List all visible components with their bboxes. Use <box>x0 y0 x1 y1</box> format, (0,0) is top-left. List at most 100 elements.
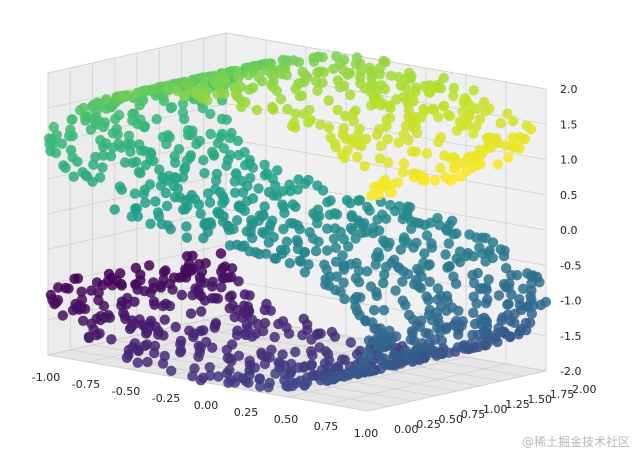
data-point <box>372 332 383 343</box>
data-point <box>306 334 317 345</box>
data-point <box>231 215 243 226</box>
data-point <box>229 176 240 187</box>
x-axis-ticks: -1.00 -0.75 -0.50 -0.25 0.00 0.25 0.50 0.75 1.00 <box>32 371 378 440</box>
data-point <box>443 238 454 249</box>
y-tick-label: 0.25 <box>416 418 441 431</box>
data-point <box>170 157 181 168</box>
data-point <box>236 101 247 113</box>
data-point <box>116 91 128 103</box>
data-point <box>380 261 392 273</box>
data-point <box>237 187 249 198</box>
x-tick-label: 0.00 <box>194 399 219 412</box>
data-point <box>218 143 230 154</box>
gridline-y-floor <box>47 354 369 412</box>
data-point <box>153 211 165 222</box>
data-point <box>386 187 397 198</box>
data-point <box>178 204 189 215</box>
gridline-z-left <box>47 314 227 356</box>
data-point <box>175 347 186 358</box>
data-point <box>43 133 55 144</box>
data-point <box>207 342 218 353</box>
data-point <box>86 285 97 296</box>
z-tick-label: 0.0 <box>560 224 578 237</box>
data-point <box>283 381 294 392</box>
data-point <box>78 102 89 114</box>
data-point <box>233 350 245 361</box>
data-point <box>67 152 78 163</box>
data-point <box>223 377 234 388</box>
data-point <box>480 256 491 267</box>
data-point <box>388 349 400 360</box>
data-point <box>374 153 386 164</box>
data-point <box>343 241 354 252</box>
data-point <box>87 176 98 187</box>
data-point <box>419 219 430 231</box>
data-point <box>386 70 397 82</box>
data-point <box>467 269 478 281</box>
data-point <box>317 52 328 63</box>
data-point <box>303 259 314 270</box>
data-point <box>69 273 80 284</box>
data-point <box>320 279 331 290</box>
data-point <box>422 260 434 271</box>
data-point <box>56 138 68 149</box>
data-point <box>432 322 443 333</box>
data-point <box>177 98 189 110</box>
data-point <box>256 76 268 87</box>
data-point <box>220 76 231 88</box>
data-point <box>298 247 310 258</box>
z-tick-label: 1.5 <box>560 118 578 131</box>
data-point <box>397 276 408 287</box>
data-point <box>150 196 161 207</box>
data-point <box>191 138 202 150</box>
data-point <box>259 358 271 370</box>
data-point <box>281 236 292 247</box>
data-point <box>322 245 333 256</box>
data-point <box>317 185 329 196</box>
data-point <box>68 171 79 182</box>
x-tick-label: 0.75 <box>314 420 339 433</box>
data-point <box>383 157 394 168</box>
y-axis-ticks: 0.000.250.500.751.001.251.501.752.00 <box>394 383 597 436</box>
data-point <box>224 303 235 314</box>
data-point <box>467 329 478 341</box>
data-point <box>452 342 464 353</box>
data-point <box>188 331 199 343</box>
data-point <box>429 175 440 186</box>
data-point <box>121 352 133 363</box>
data-point <box>221 160 232 171</box>
data-point <box>493 290 505 301</box>
data-point <box>151 114 162 125</box>
data-point <box>78 315 89 326</box>
data-point <box>277 349 288 360</box>
data-point <box>88 159 99 170</box>
data-point <box>412 127 423 139</box>
data-point <box>372 129 383 140</box>
data-point <box>76 286 87 297</box>
data-point <box>294 224 305 235</box>
data-point <box>221 344 232 355</box>
data-point <box>421 148 433 159</box>
data-point <box>402 269 414 280</box>
z-tick-label: -0.5 <box>560 259 581 272</box>
x-tick-label: -0.75 <box>72 378 100 391</box>
data-point <box>181 232 193 243</box>
data-point <box>232 135 243 147</box>
data-point <box>196 306 207 317</box>
data-point <box>233 149 244 161</box>
data-point <box>433 112 444 123</box>
data-point <box>468 307 479 318</box>
data-point <box>85 124 97 135</box>
data-point <box>135 168 146 179</box>
data-point <box>369 323 380 334</box>
y-tick-label: 0.75 <box>461 408 486 421</box>
data-point <box>348 365 359 376</box>
data-point <box>400 82 411 93</box>
data-point <box>142 85 153 96</box>
data-point <box>372 214 383 225</box>
data-point <box>181 251 193 262</box>
data-point <box>350 58 362 70</box>
x-tick-label: 0.50 <box>274 413 299 426</box>
data-point <box>57 310 68 321</box>
data-point <box>270 253 282 264</box>
